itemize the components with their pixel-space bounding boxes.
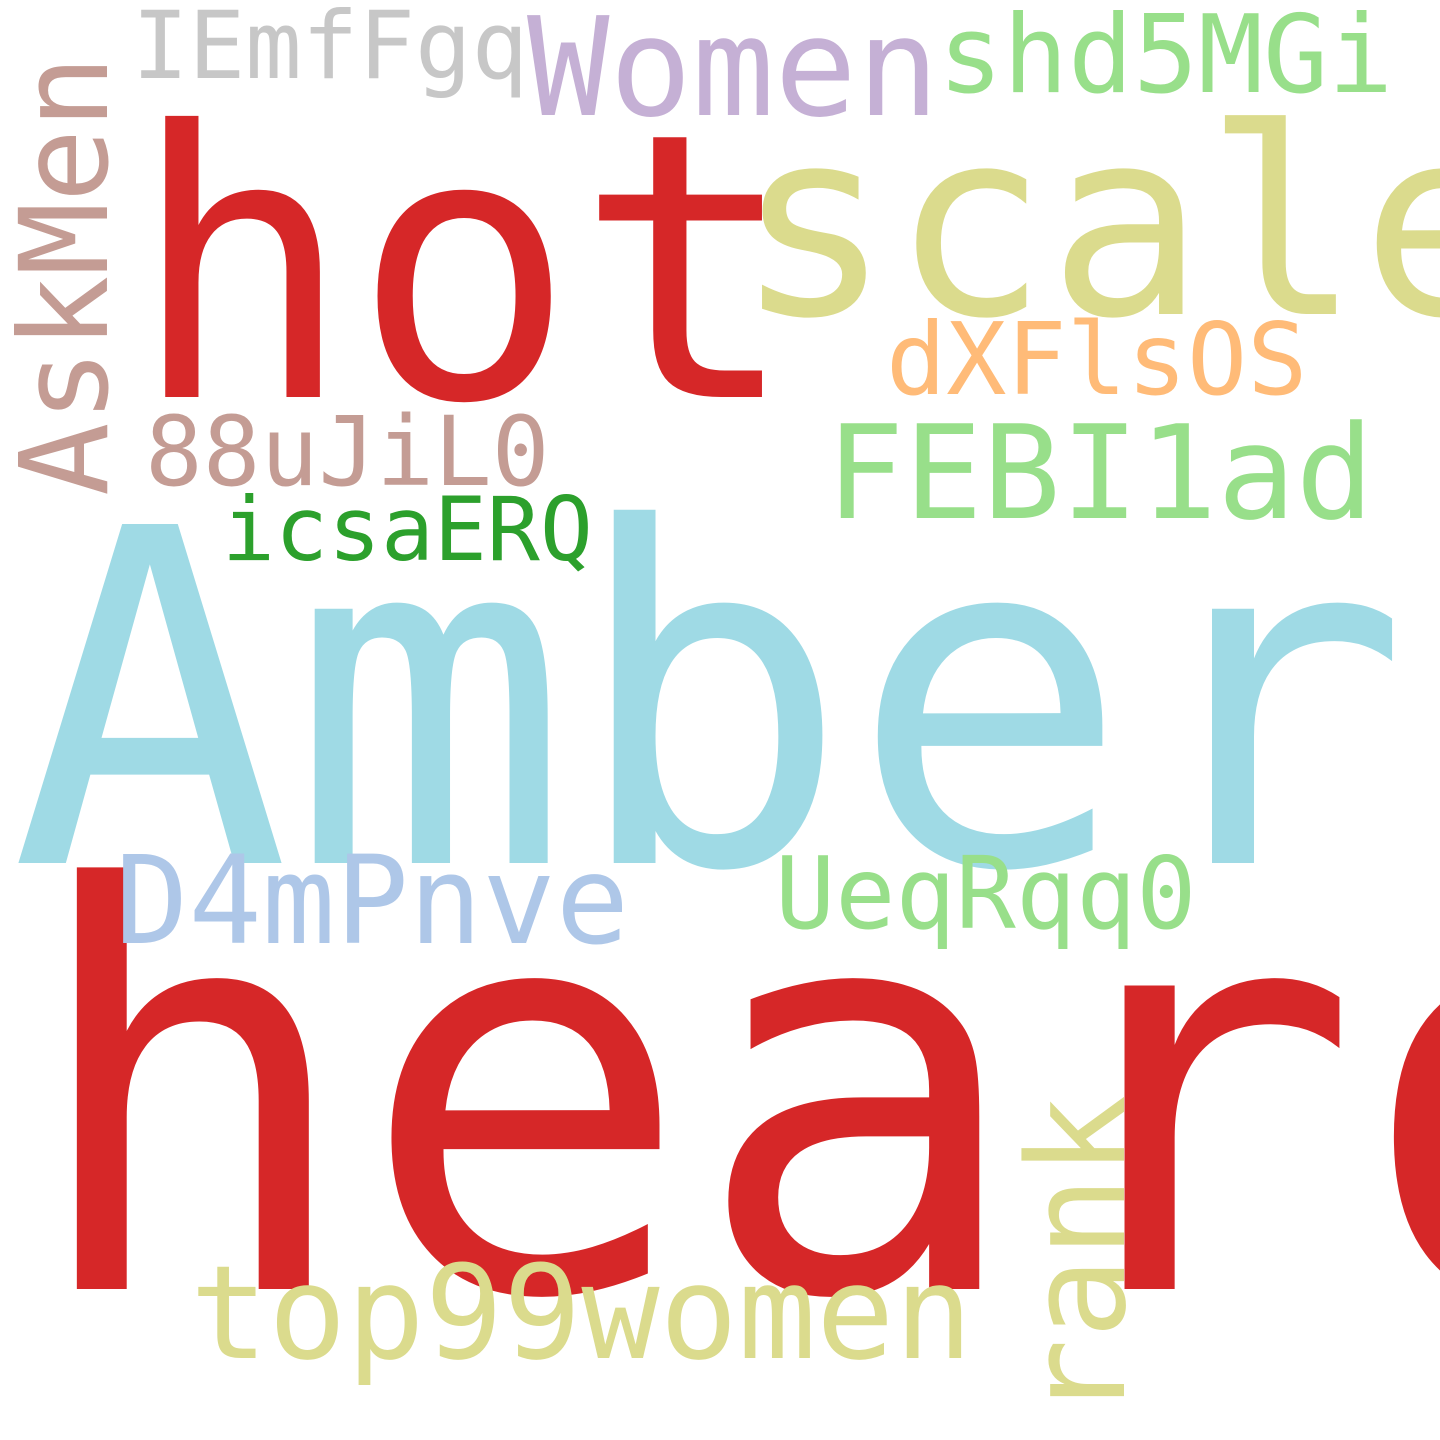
word-dxfls0s: dXFlsOS (886, 301, 1308, 418)
word-amber: Amber (10, 431, 1410, 973)
word-88ujil0: 88uJiL0 (145, 396, 550, 508)
word-heard: heard (24, 774, 1440, 1420)
word-top99women: top99women (190, 1237, 973, 1389)
word-shd5mgi: shd5MGi (938, 0, 1394, 118)
word-icsaerq: icsaERQ (222, 478, 593, 581)
word-hot: hot (130, 55, 799, 485)
word-scale: scale (735, 74, 1440, 376)
word-askmen: AskMen (0, 55, 136, 496)
word-febi1ad: FEBI1ad (826, 397, 1374, 549)
word-iemffgq: IEmfFgq (132, 0, 529, 101)
word-ueqrqq0: UeqRqq0 (775, 835, 1197, 952)
word-d4mpnve: D4mPnve (115, 830, 630, 972)
word-women: Women (527, 0, 940, 148)
word-rank: rank (999, 1094, 1156, 1420)
